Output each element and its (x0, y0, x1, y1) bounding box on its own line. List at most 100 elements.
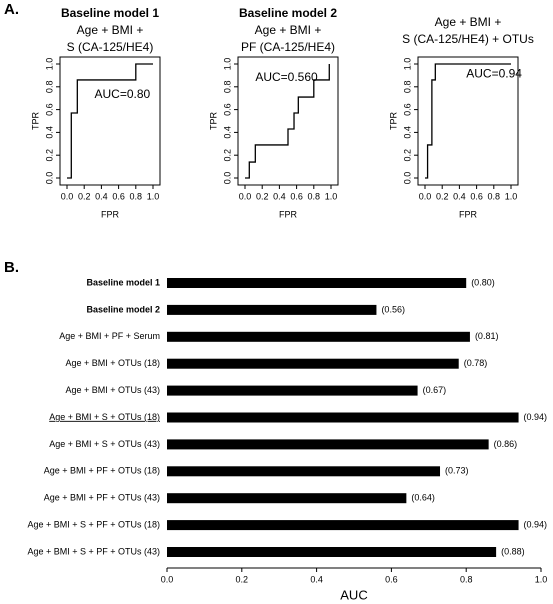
x-tick-label: 0.6 (385, 574, 398, 584)
category-label: Age + BMI + OTUs (18) (65, 358, 160, 368)
y-tick-label: 0.0 (44, 172, 54, 185)
x-tick-label: 1.0 (147, 191, 160, 201)
y-tick-label: 0.6 (402, 103, 412, 116)
value-label: (0.88) (501, 546, 525, 556)
x-tick-label: 0.6 (470, 191, 483, 201)
x-tick-label: 0.2 (436, 191, 449, 201)
category-label: Age + BMI + OTUs (43) (65, 385, 160, 395)
y-tick-label: 0.2 (402, 149, 412, 162)
x-tick-label: 0.6 (290, 191, 303, 201)
y-tick-label: 0.2 (222, 149, 232, 162)
bar (167, 547, 497, 557)
chart-subtitle: S (CA-125/HE4) + OTUs (402, 32, 534, 46)
bar (167, 520, 519, 531)
category-label: Age + BMI + PF + OTUs (43) (44, 493, 160, 503)
y-tick-label: 0.0 (222, 172, 232, 185)
roc-curve (245, 64, 330, 179)
category-label: Baseline model 2 (86, 304, 160, 314)
x-axis-label: AUC (340, 587, 367, 602)
x-tick-label: 0.8 (460, 574, 473, 584)
value-label: (0.67) (423, 385, 447, 395)
bar (167, 331, 470, 342)
bar (167, 385, 418, 396)
x-tick-label: 0.0 (161, 574, 174, 584)
chart-title: Baseline model 2 (239, 6, 337, 20)
value-label: (0.56) (381, 304, 405, 314)
auc-annotation: AUC=0.94 (466, 66, 522, 80)
x-tick-label: 1.0 (535, 574, 548, 584)
bar (167, 304, 377, 315)
y-tick-label: 0.8 (222, 81, 232, 94)
y-tick-label: 0.4 (44, 126, 54, 139)
value-label: (0.73) (445, 466, 469, 476)
roc-curve (67, 63, 153, 179)
x-tick-label: 1.0 (325, 191, 338, 201)
bar (167, 466, 441, 477)
category-label: Age + BMI + PF + OTUs (18) (44, 466, 160, 476)
x-tick-label: 0.4 (95, 191, 108, 201)
x-tick-label: 0.4 (453, 191, 466, 201)
value-label: (0.64) (411, 493, 435, 503)
x-tick-label: 0.2 (236, 574, 249, 584)
category-label: Age + BMI + PF + Serum (59, 331, 160, 341)
y-tick-label: 0.0 (402, 172, 412, 185)
bar (167, 358, 459, 369)
y-tick-label: 0.4 (402, 126, 412, 139)
panel-label: B. (4, 259, 19, 276)
x-axis-label: FPR (279, 209, 298, 219)
category-label: Age + BMI + S + PF + OTUs (43) (27, 546, 160, 556)
category-label: Age + BMI + S + OTUs (43) (49, 439, 160, 449)
x-tick-label: 0.8 (130, 191, 143, 201)
x-tick-label: 0.6 (112, 191, 125, 201)
y-axis-label: TPR (208, 111, 218, 130)
x-tick-label: 0.0 (239, 191, 252, 201)
category-label: Age + BMI + S + OTUs (18) (49, 412, 160, 422)
plot-box (59, 56, 161, 186)
x-axis-label: FPR (459, 209, 478, 219)
x-tick-label: 0.0 (419, 191, 432, 201)
auc-annotation: AUC=0.560 (255, 70, 318, 84)
auc-annotation: AUC=0.80 (95, 87, 151, 101)
value-label: (0.94) (524, 412, 548, 422)
y-tick-label: 0.4 (222, 126, 232, 139)
x-tick-label: 0.8 (488, 191, 501, 201)
y-tick-label: 1.0 (402, 58, 412, 71)
y-axis-label: TPR (30, 111, 40, 130)
value-label: (0.86) (494, 439, 518, 449)
x-axis-label: FPR (101, 209, 120, 219)
bar (167, 439, 489, 450)
value-label: (0.81) (475, 331, 499, 341)
y-tick-label: 0.6 (44, 103, 54, 116)
y-axis-label: TPR (388, 111, 398, 130)
panel-label: A. (4, 1, 19, 18)
y-tick-label: 0.6 (222, 103, 232, 116)
chart-subtitle: Age + BMI + (255, 23, 322, 37)
category-label: Baseline model 1 (86, 277, 160, 287)
value-label: (0.80) (471, 277, 495, 287)
category-label: Age + BMI + S + PF + OTUs (18) (27, 519, 160, 529)
bar (167, 278, 467, 288)
chart-subtitle: PF (CA-125/HE4) (241, 40, 335, 54)
chart-subtitle: S (CA-125/HE4) (67, 40, 154, 54)
x-tick-label: 0.2 (256, 191, 269, 201)
value-label: (0.78) (464, 358, 488, 368)
chart-subtitle: Age + BMI + (435, 15, 502, 29)
y-tick-label: 0.2 (44, 149, 54, 162)
y-tick-label: 1.0 (222, 58, 232, 71)
x-tick-label: 1.0 (505, 191, 518, 201)
roc-curve (425, 63, 511, 179)
bar (167, 493, 407, 504)
x-tick-label: 0.4 (310, 574, 323, 584)
value-label: (0.94) (524, 519, 548, 529)
x-tick-label: 0.4 (273, 191, 286, 201)
y-tick-label: 1.0 (44, 58, 54, 71)
y-tick-label: 0.8 (402, 81, 412, 94)
bar (167, 412, 519, 423)
x-tick-label: 0.0 (61, 191, 74, 201)
chart-title: Baseline model 1 (61, 6, 159, 20)
x-tick-label: 0.2 (78, 191, 91, 201)
x-tick-label: 0.8 (308, 191, 321, 201)
y-tick-label: 0.8 (44, 81, 54, 94)
chart-subtitle: Age + BMI + (77, 23, 144, 37)
